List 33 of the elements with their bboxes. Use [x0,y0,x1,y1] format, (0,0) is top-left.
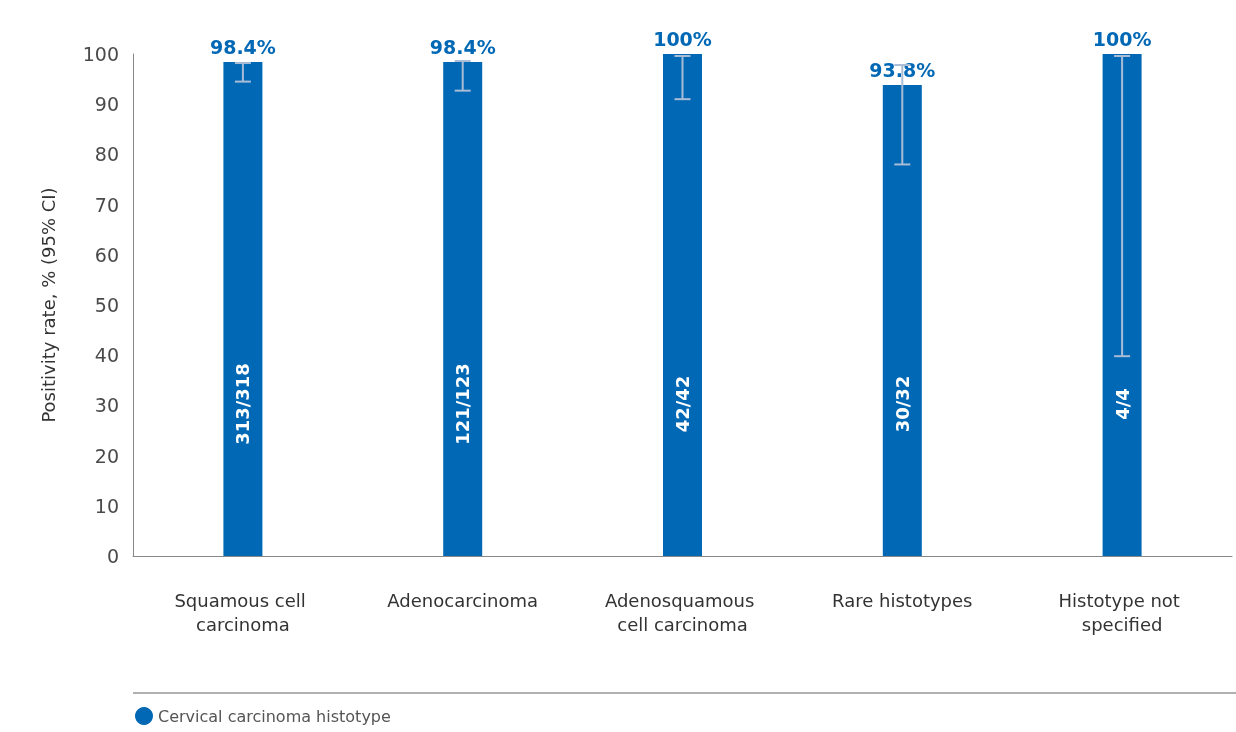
y-tick-label: 80 [94,143,119,166]
y-tick-label: 30 [94,394,119,417]
bar [663,54,702,556]
data-label: 93.8% [869,58,936,81]
x-tick-label: Adenocarcinoma [387,589,539,611]
x-tick-label: Rare histotypes [832,589,973,611]
y-tick-label: 10 [94,494,119,517]
bar [882,85,922,556]
annotation: 121/123 [452,363,474,445]
y-axis-title: Positivity rate, % (95% CI) [37,187,59,423]
data-label: 100% [653,27,712,50]
y-tick-label: 70 [94,193,119,216]
x-tick-label: Adenosquamous cell carcinoma [604,589,761,635]
y-tick-label: 40 [94,344,119,367]
x-tick-label: Histotype not specified [1058,589,1186,635]
data-label: 100% [1092,27,1152,50]
y-tick-label: 20 [94,444,119,467]
annotation: 42/42 [672,375,693,433]
annotation: 4/4 [1111,388,1133,420]
bar [443,62,483,556]
annotation: 30/32 [891,375,913,433]
y-tick-label: 50 [94,294,119,316]
legend-label: Cervical carcinoma histotype [158,706,391,726]
y-tick-label: 0 [106,545,119,567]
annotation: 313/318 [232,363,254,445]
y-tick-label: 100 [82,43,119,65]
x-tick-label: Squamous cell carcinoma [174,589,312,635]
bar [223,62,263,556]
y-tick-label: 60 [94,243,119,266]
data-label: 98.4% [209,35,276,58]
y-tick-label: 90 [94,93,119,116]
data-label: 98.4% [429,35,496,58]
bar [1102,54,1142,556]
